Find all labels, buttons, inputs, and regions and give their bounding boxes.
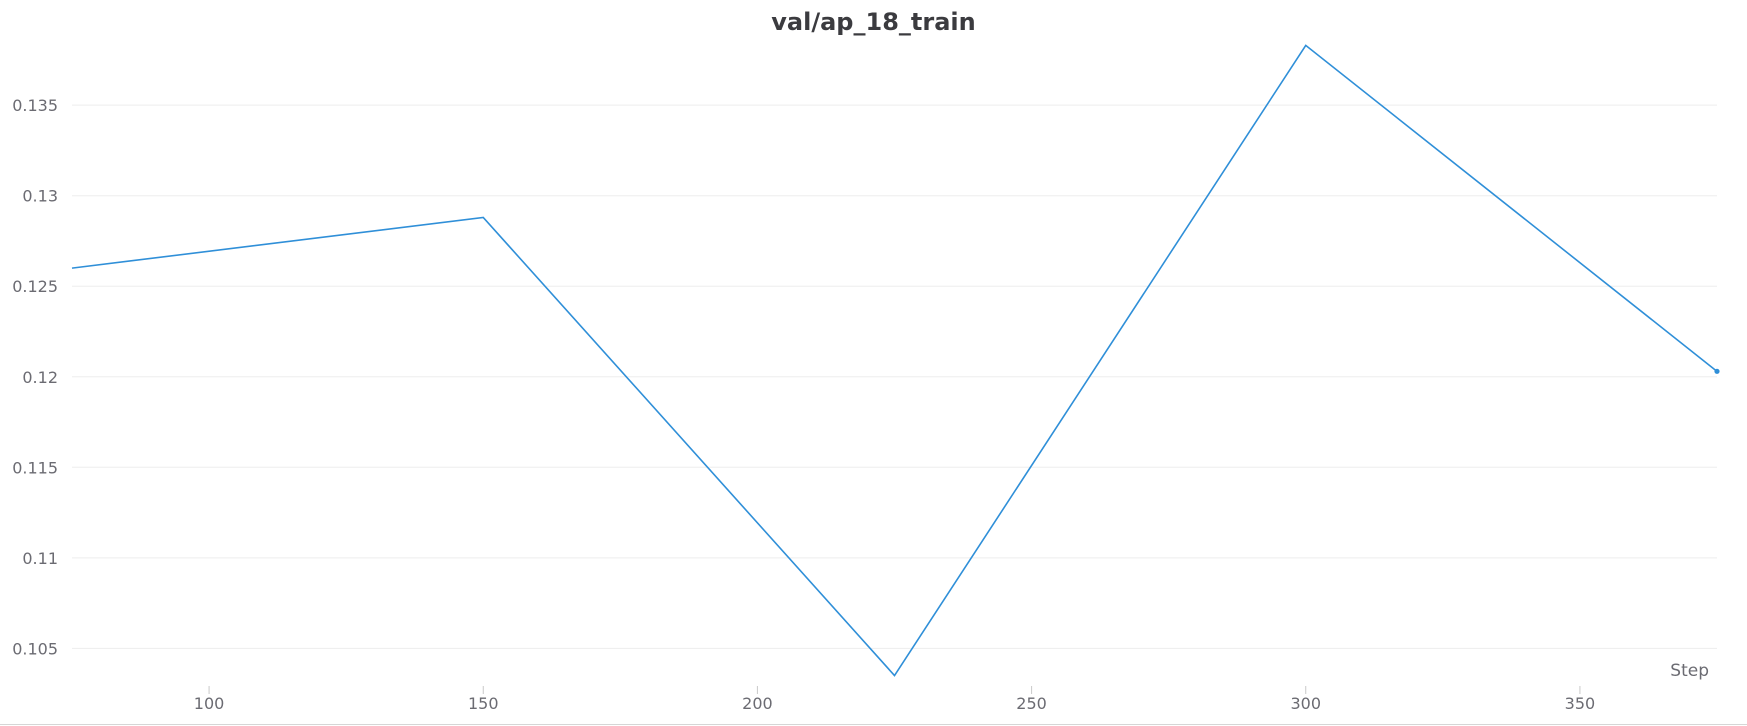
x-axis-label: Step [1670,661,1709,681]
chart-title: val/ap_18_train [771,8,976,36]
y-tick-label: 0.12 [22,368,58,387]
y-tick-label: 0.115 [12,458,58,477]
y-axis-ticks: 0.105 0.11 0.115 0.12 0.125 0.13 0.135 [12,96,58,658]
x-tick-label: 100 [194,694,225,713]
y-tick-label: 0.125 [12,277,58,296]
y-tick-label: 0.135 [12,96,58,115]
series-line[interactable] [71,44,1718,677]
x-tick-label: 150 [468,694,499,713]
grid-lines [72,104,1717,649]
series-layer[interactable] [71,44,1720,677]
data-point[interactable] [894,675,896,677]
data-point[interactable] [71,267,73,269]
y-tick-label: 0.105 [12,639,58,658]
data-point[interactable] [1714,368,1720,374]
data-point[interactable] [482,217,484,219]
y-tick-label: 0.13 [22,187,58,206]
x-tick-label: 350 [1565,694,1596,713]
x-axis-ticks: 100 150 200 250 300 350 [194,686,1595,713]
x-tick-label: 200 [742,694,773,713]
x-tick-label: 250 [1016,694,1047,713]
x-tick-label: 300 [1290,694,1321,713]
data-point[interactable] [1305,45,1307,47]
y-tick-label: 0.11 [22,549,58,568]
